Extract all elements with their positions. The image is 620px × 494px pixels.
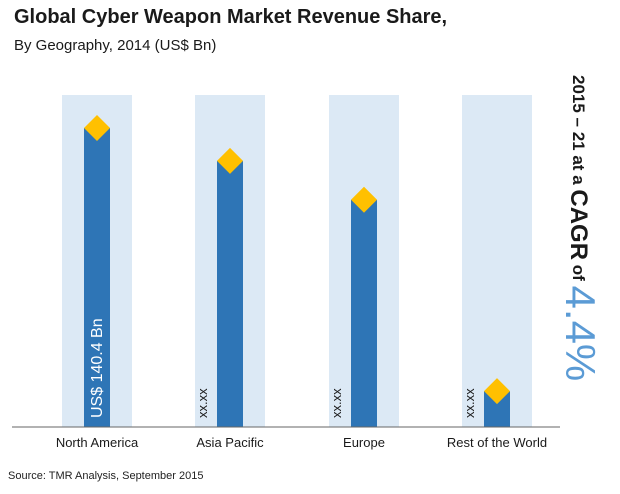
bar-top-markers xyxy=(84,114,510,405)
source-note: Source: TMR Analysis, September 2015 xyxy=(8,470,204,482)
x-tick-label: Europe xyxy=(343,435,385,450)
diamond-marker xyxy=(484,378,510,405)
cagr-label: CAGR xyxy=(565,189,592,260)
category-bands xyxy=(62,95,532,427)
diamond-marker xyxy=(217,147,243,174)
bar xyxy=(84,127,110,428)
bar xyxy=(351,199,377,427)
x-tick-label: Rest of the World xyxy=(447,435,547,450)
diamond-marker xyxy=(84,114,110,141)
bar-value-label: US$ 140.4 Bn xyxy=(89,318,106,418)
x-tick-label: Asia Pacific xyxy=(196,435,264,450)
chart-title: Global Cyber Weapon Market Revenue Share… xyxy=(14,6,448,28)
x-tick-label: North America xyxy=(56,435,139,450)
bar-value-label: xx.xx xyxy=(329,388,344,418)
category-band xyxy=(462,95,532,427)
bar-value-labels: US$ 140.4 Bn xx.xx xx.xx xx.xx xyxy=(89,318,477,418)
cagr-annotation: 2015 – 21 at a CAGR of 4.4% xyxy=(557,75,604,381)
cagr-prefix: 2015 – 21 at a xyxy=(569,75,588,189)
bar-series xyxy=(84,127,510,428)
bar-value-label: xx.xx xyxy=(195,388,210,418)
chart-subtitle: By Geography, 2014 (US$ Bn) xyxy=(14,37,217,54)
bar xyxy=(217,160,243,427)
cagr-of: of xyxy=(569,260,588,286)
diamond-marker xyxy=(351,186,377,213)
bar-value-label: xx.xx xyxy=(462,388,477,418)
cagr-value: 4.4% xyxy=(557,286,604,382)
x-axis-tick-labels: North America Asia Pacific Europe Rest of t… xyxy=(56,435,547,450)
